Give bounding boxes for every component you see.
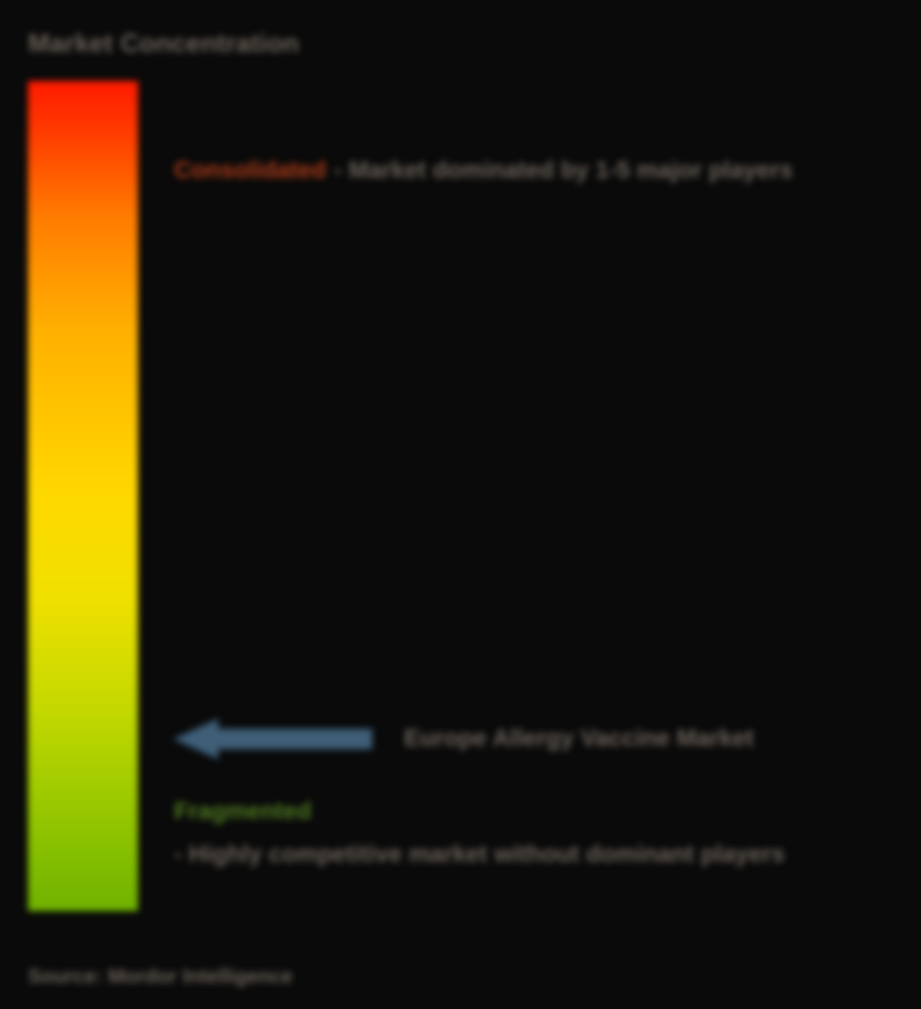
- consolidated-key: Consolidated: [174, 157, 326, 185]
- fragmented-label: Fragmented - Highly competitive market w…: [174, 795, 893, 873]
- consolidated-label: Consolidated - Market dominated by 1-5 m…: [174, 157, 893, 185]
- fragmented-desc: - Highly competitive market without domi…: [174, 838, 785, 873]
- left-arrow-icon: [174, 717, 374, 761]
- fragmented-key: Fragmented: [174, 795, 311, 830]
- labels-column: Consolidated - Market dominated by 1-5 m…: [174, 81, 893, 948]
- gradient-bar-wrap: [28, 81, 138, 948]
- diagram-body: Consolidated - Market dominated by 1-5 m…: [28, 81, 893, 948]
- section-title: Market Concentration: [28, 28, 893, 59]
- concentration-gradient-bar: [28, 81, 138, 911]
- market-pointer-row: Europe Allergy Vaccine Market: [174, 717, 893, 761]
- source-line: Source: Mordor Intelligence: [28, 966, 893, 989]
- market-name-label: Europe Allergy Vaccine Market: [404, 725, 754, 753]
- consolidated-desc: - Market dominated by 1-5 major players: [334, 157, 793, 185]
